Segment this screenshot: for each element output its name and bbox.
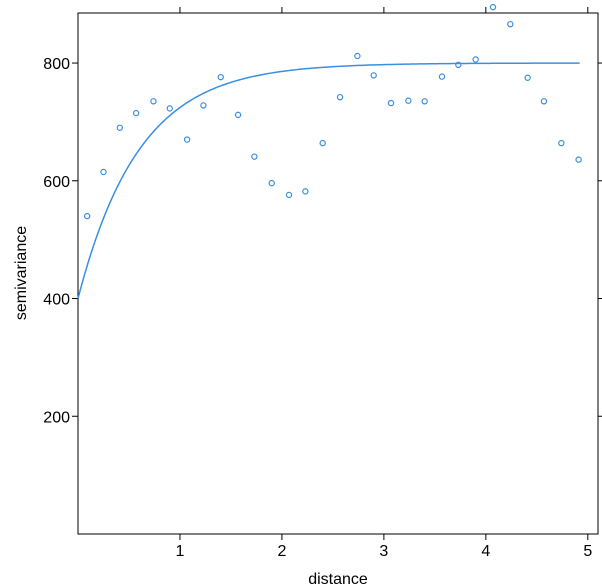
y-tick-label: 200 bbox=[43, 409, 70, 426]
data-point bbox=[438, 73, 446, 80]
y-tick-label: 800 bbox=[43, 56, 70, 73]
y-tick-label: 600 bbox=[43, 174, 70, 191]
axis-ticks bbox=[72, 7, 602, 540]
y-tick-label: 400 bbox=[43, 292, 70, 309]
data-point bbox=[405, 97, 412, 104]
data-point bbox=[150, 98, 157, 105]
data-point bbox=[319, 139, 326, 147]
data-point bbox=[489, 3, 497, 11]
x-tick-label: 3 bbox=[379, 543, 388, 560]
data-point bbox=[116, 124, 124, 131]
data-point bbox=[183, 136, 191, 143]
data-point bbox=[558, 139, 565, 147]
data-point bbox=[354, 52, 361, 60]
data-point bbox=[575, 156, 582, 163]
data-point bbox=[285, 191, 293, 199]
fitted-model-line-group bbox=[77, 62, 580, 299]
data-point bbox=[217, 73, 224, 81]
data-point bbox=[251, 153, 258, 160]
data-point bbox=[387, 99, 395, 107]
data-point bbox=[507, 20, 514, 28]
data-points bbox=[83, 3, 582, 220]
x-axis-title: distance bbox=[308, 571, 368, 588]
data-point bbox=[234, 111, 242, 119]
data-point bbox=[370, 72, 377, 79]
fitted-model-line bbox=[77, 62, 580, 299]
data-point bbox=[200, 102, 207, 109]
data-point bbox=[524, 74, 531, 81]
x-tick-label: 5 bbox=[583, 543, 592, 560]
data-point bbox=[455, 61, 462, 69]
tick-labels: 1 2 3 4 5 200 400 600 800 bbox=[43, 56, 592, 560]
data-point bbox=[132, 109, 140, 117]
data-point bbox=[268, 179, 275, 187]
data-point bbox=[166, 105, 173, 112]
y-axis-title: semivariance bbox=[13, 226, 30, 320]
x-tick-label: 1 bbox=[176, 543, 185, 560]
plot-frame bbox=[77, 12, 599, 535]
data-point bbox=[302, 188, 309, 195]
data-point bbox=[540, 98, 548, 105]
data-point bbox=[421, 98, 428, 105]
data-point bbox=[336, 93, 344, 101]
x-tick-label: 4 bbox=[481, 543, 490, 560]
data-point bbox=[83, 212, 91, 220]
data-point bbox=[472, 56, 479, 63]
x-tick-label: 2 bbox=[277, 543, 286, 560]
data-point bbox=[100, 168, 107, 176]
